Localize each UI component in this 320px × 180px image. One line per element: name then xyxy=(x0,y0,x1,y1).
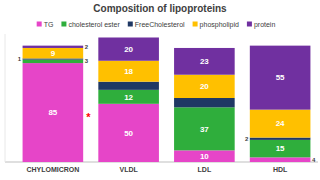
bar-segment xyxy=(98,104,159,162)
bar-segment xyxy=(250,138,311,140)
data-labels: 85 3 1 9 2 50 12 18 20 10 37 20 23 4 15 2 24 55 xyxy=(18,44,316,163)
legend-swatch xyxy=(193,22,198,27)
title: Composition of lipoproteins xyxy=(93,3,227,14)
bar-segment xyxy=(23,46,84,48)
data-label: 15 xyxy=(276,144,285,153)
bar-segment xyxy=(23,48,84,58)
legend-label: cholesterol ester xyxy=(68,21,120,28)
data-label: 50 xyxy=(124,129,133,138)
bar-segment xyxy=(98,82,159,90)
data-label: 55 xyxy=(276,73,285,82)
data-label: 3 xyxy=(85,58,89,64)
data-label: 2 xyxy=(85,44,89,50)
data-label: 37 xyxy=(200,125,209,134)
bar-segment xyxy=(174,75,235,98)
bar-segment xyxy=(174,48,235,75)
data-label: 20 xyxy=(124,45,133,54)
bar-segment xyxy=(250,110,311,138)
data-label: 23 xyxy=(200,57,209,66)
legend-label: FreeCholesterol xyxy=(135,21,185,28)
bar-segment xyxy=(250,46,311,110)
legend-label: TG xyxy=(44,21,54,28)
bar-segment xyxy=(250,140,311,157)
bars xyxy=(23,37,311,162)
data-label: 85 xyxy=(48,108,57,117)
data-label: 1 xyxy=(18,56,22,62)
bar-segment xyxy=(98,90,159,104)
bar-segment xyxy=(250,157,311,162)
bar-segment xyxy=(23,63,84,162)
x-tick-label: VLDL xyxy=(119,166,138,173)
legend-swatch xyxy=(247,22,252,27)
bar-segment xyxy=(174,150,235,162)
legend-swatch xyxy=(128,22,133,27)
data-label: 18 xyxy=(124,67,133,76)
x-tick-label: HDL xyxy=(273,166,288,173)
legend: TG cholesterol ester FreeCholesterol phosph… xyxy=(37,21,276,29)
legend-swatch xyxy=(61,22,66,27)
bar-segment xyxy=(23,58,84,59)
bar-segment xyxy=(98,61,159,82)
data-label: 24 xyxy=(276,119,285,128)
chart: Composition of lipoproteins TG cholesterol… xyxy=(0,0,320,180)
legend-label: phospholipid xyxy=(200,21,239,29)
data-label: 10 xyxy=(200,152,209,161)
x-tick-label: LDL xyxy=(198,166,212,173)
legend-swatch xyxy=(37,22,42,27)
y-axis xyxy=(5,34,6,162)
data-label: 4 xyxy=(312,157,316,163)
x-tick-label: CHYLOMICRON xyxy=(26,166,79,173)
data-label: 12 xyxy=(124,93,133,102)
bar-segment xyxy=(23,60,84,63)
bar-segment xyxy=(174,107,235,150)
data-label: 9 xyxy=(51,49,56,58)
bar-segment xyxy=(174,98,235,107)
data-label: 20 xyxy=(200,82,209,91)
data-label: 2 xyxy=(245,136,249,142)
annotation: * xyxy=(86,111,91,123)
bar-segment xyxy=(98,37,159,60)
legend-label: protein xyxy=(254,21,276,29)
